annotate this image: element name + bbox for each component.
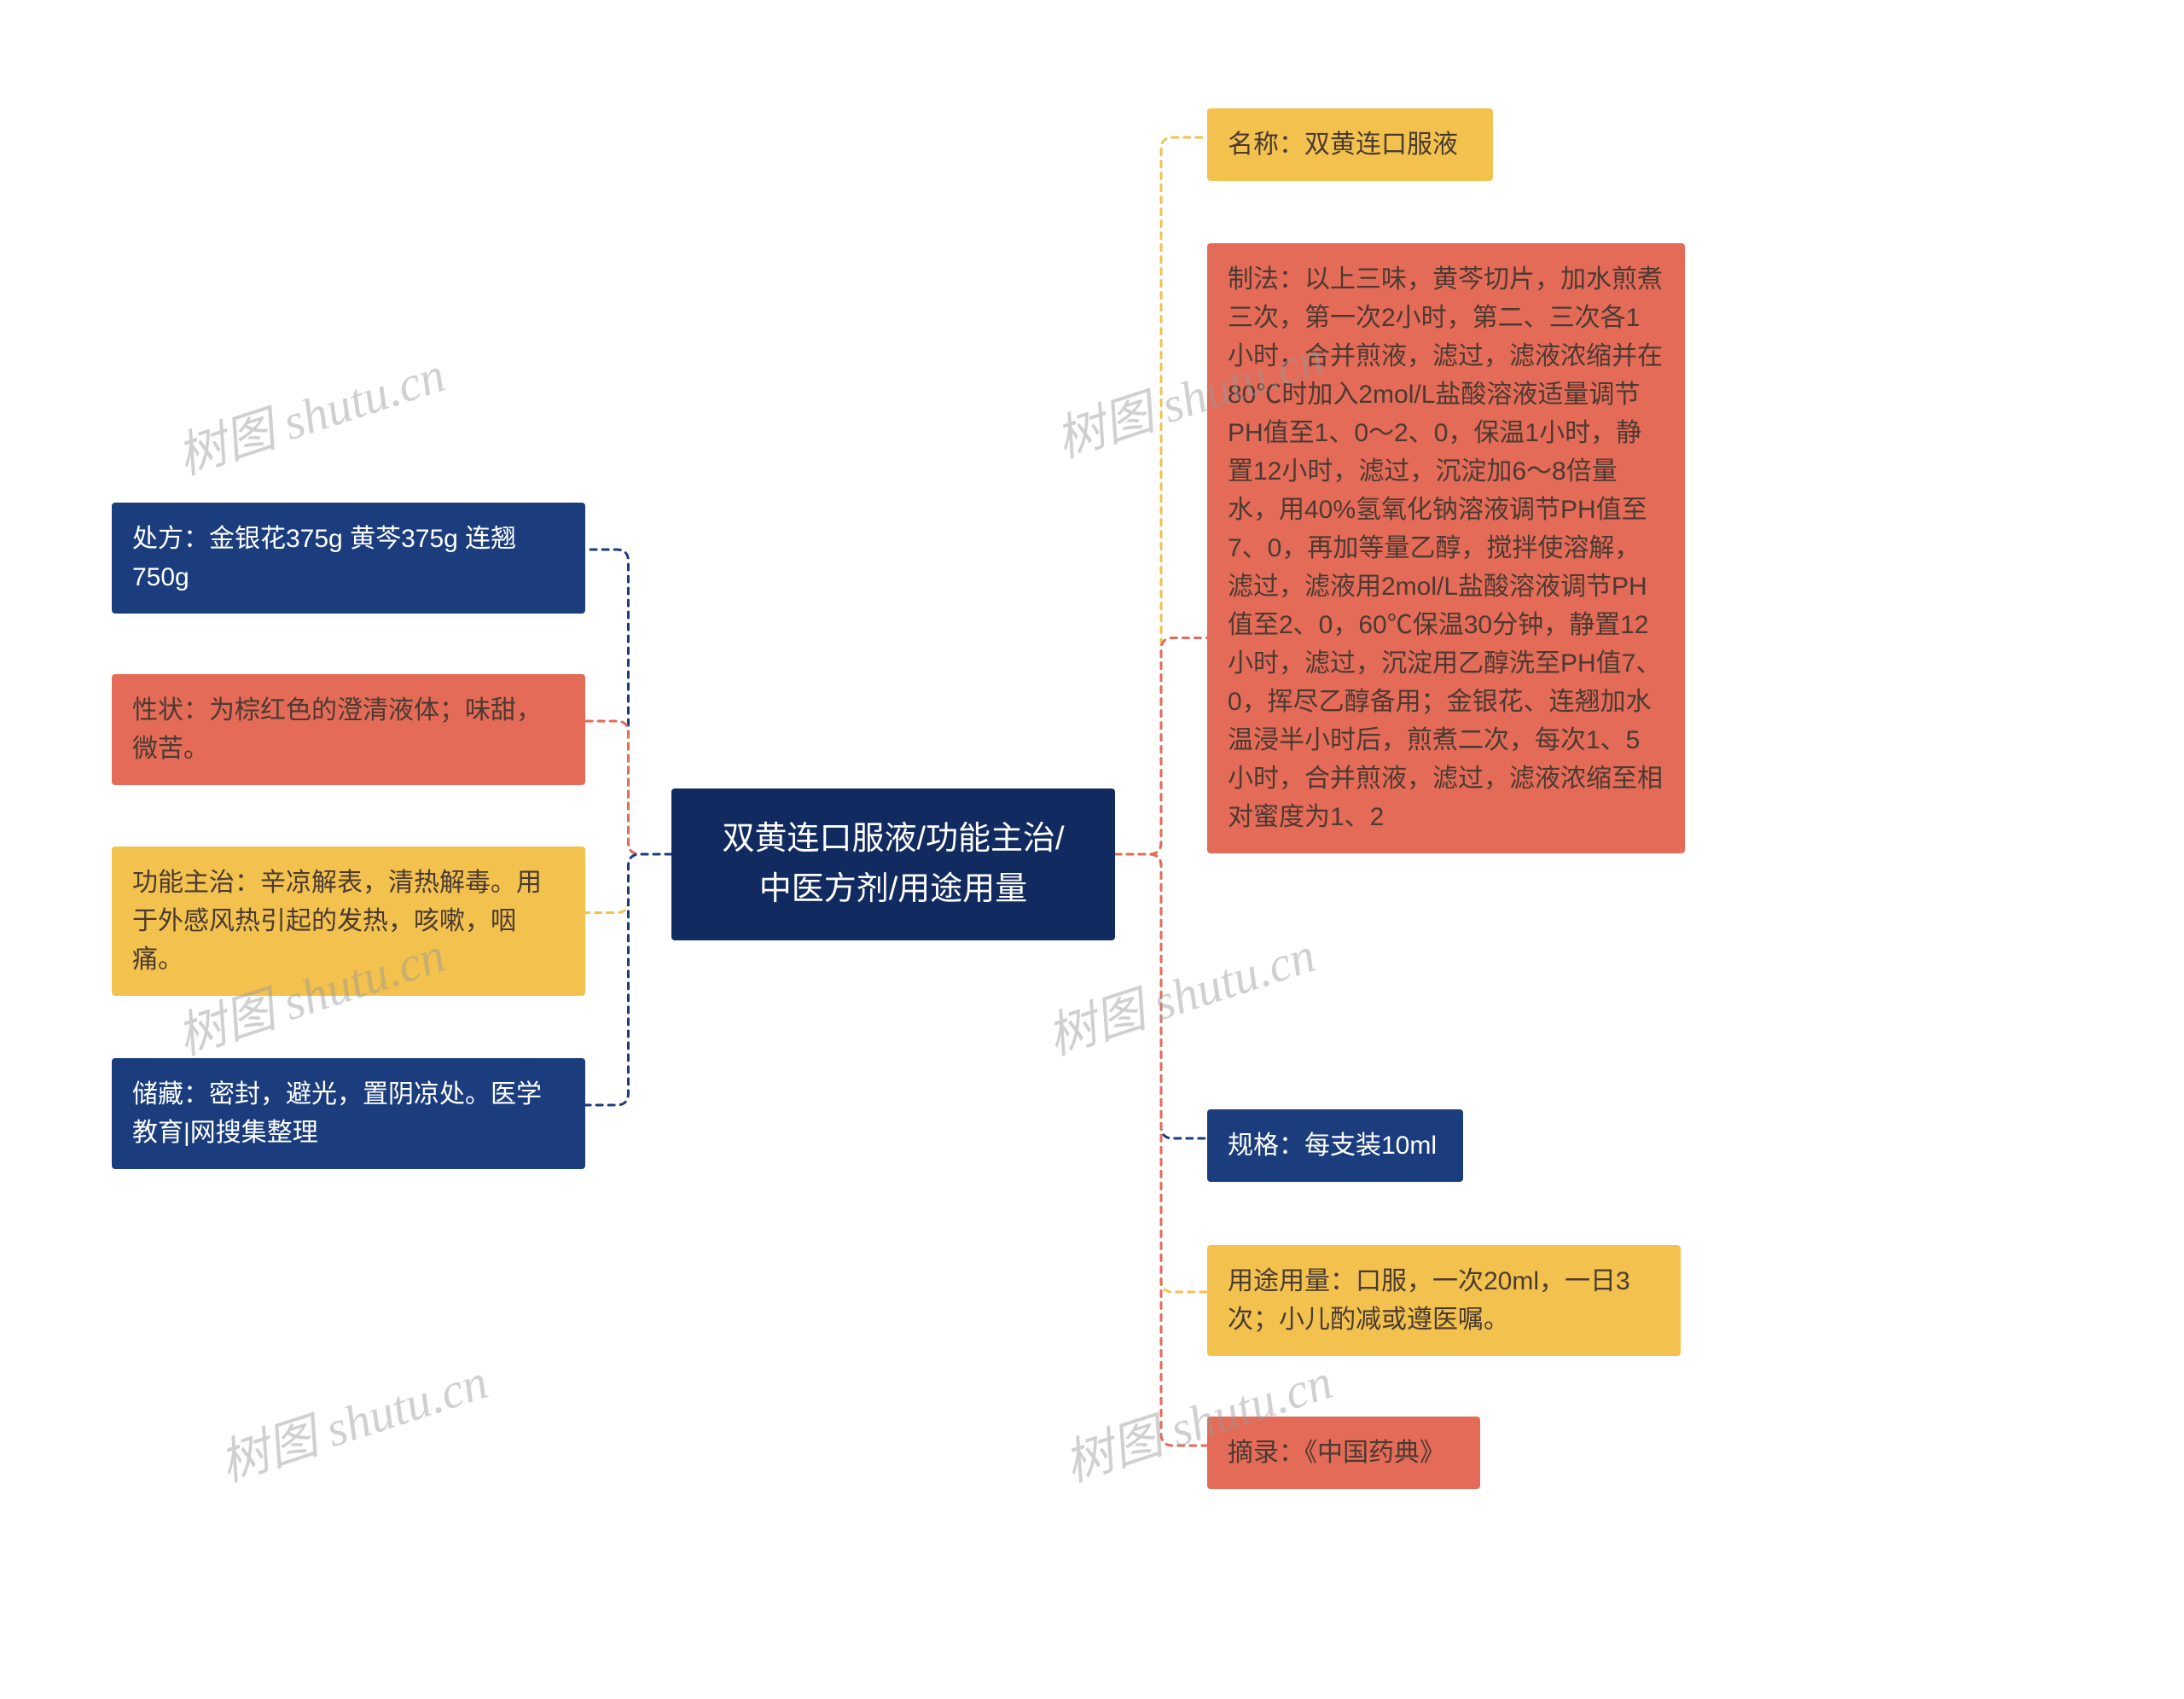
mindmap-canvas: 双黄连口服液/功能主治/ 中医方剂/用途用量 处方：金银花375g 黄芩375g…	[0, 0, 2184, 1699]
left-node-storage: 储藏：密封，避光，置阴凉处。医学教育|网搜集整理	[112, 1058, 585, 1169]
center-text-line1: 双黄连口服液/功能主治/	[722, 821, 1064, 857]
watermark: 树图 shutu.cn	[209, 1341, 495, 1495]
watermark: 树图 shutu.cn	[166, 335, 452, 488]
right-node-name: 名称：双黄连口服液	[1207, 108, 1493, 181]
left-node-function: 功能主治：辛凉解表，清热解毒。用于外感风热引起的发热，咳嗽，咽痛。	[112, 847, 585, 996]
right-node-usage: 用途用量：口服，一次20ml，一日3次；小儿酌减或遵医嘱。	[1207, 1245, 1681, 1356]
left-node-prescription: 处方：金银花375g 黄芩375g 连翘750g	[112, 503, 585, 614]
right-node-spec: 规格：每支装10ml	[1207, 1109, 1463, 1182]
center-node: 双黄连口服液/功能主治/ 中医方剂/用途用量	[671, 788, 1115, 940]
right-node-excerpt: 摘录：《中国药典》	[1207, 1417, 1480, 1489]
left-node-character: 性状：为棕红色的澄清液体；味甜，微苦。	[112, 674, 585, 785]
center-text-line2: 中医方剂/用途用量	[759, 871, 1028, 907]
right-node-method: 制法：以上三味，黄芩切片，加水煎煮三次，第一次2小时，第二、三次各1小时，合并煎…	[1207, 243, 1685, 853]
